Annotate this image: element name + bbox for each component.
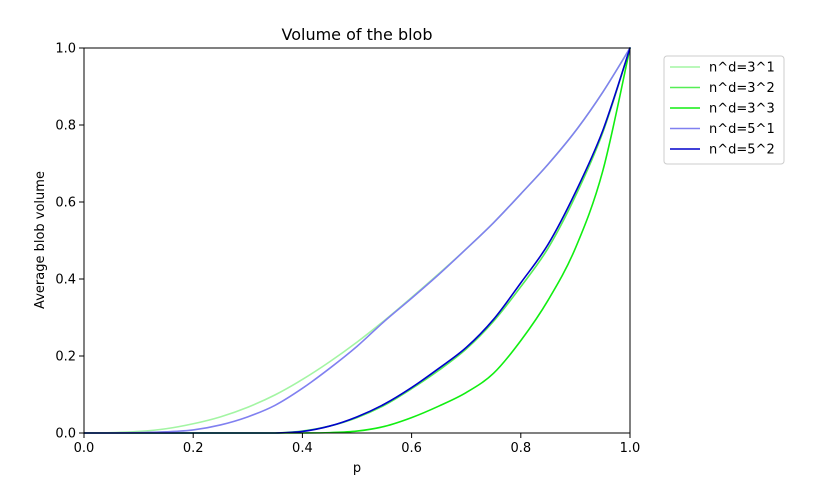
y-tick-label: 0.8 — [55, 119, 76, 134]
y-tick-label: 0.0 — [55, 427, 76, 442]
legend-label: n^d=3^1 — [709, 61, 775, 76]
y-tick-label: 0.2 — [55, 350, 76, 365]
x-tick-label: 0.4 — [292, 441, 313, 456]
legend-label: n^d=3^2 — [709, 81, 775, 96]
x-axis-label: p — [353, 461, 361, 476]
plot-frame — [83, 47, 631, 434]
plot-area — [83, 47, 631, 434]
series-line-5 — [83, 47, 631, 434]
y-tick-label: 0.4 — [55, 273, 76, 288]
series-line-4 — [83, 47, 631, 434]
chart-title: Volume of the blob — [282, 25, 433, 44]
x-tick-label: 0.6 — [401, 441, 422, 456]
legend-label: n^d=3^3 — [709, 102, 775, 117]
legend-frame — [663, 55, 785, 165]
y-axis-label: Average blob volume — [33, 171, 48, 309]
series-line-3 — [83, 47, 631, 434]
y-axis: 0.0 0.2 0.4 0.6 0.8 1.0 — [55, 42, 84, 442]
x-tick-label: 0.2 — [183, 441, 204, 456]
y-tick-label: 1.0 — [55, 42, 76, 57]
x-tick-label: 1.0 — [620, 441, 641, 456]
x-axis: 0.0 0.2 0.4 0.6 0.8 1.0 — [74, 433, 641, 456]
legend-label: n^d=5^1 — [709, 122, 775, 137]
y-tick-label: 0.6 — [55, 196, 76, 211]
series-line-1 — [83, 47, 631, 434]
series-line-2 — [83, 47, 631, 434]
legend: n^d=3^1 n^d=3^2 n^d=3^3 n^d=5^1 n^d=5^2 — [663, 55, 785, 165]
x-tick-label: 0.8 — [510, 441, 531, 456]
x-tick-label: 0.0 — [74, 441, 95, 456]
legend-label: n^d=5^2 — [709, 143, 775, 158]
